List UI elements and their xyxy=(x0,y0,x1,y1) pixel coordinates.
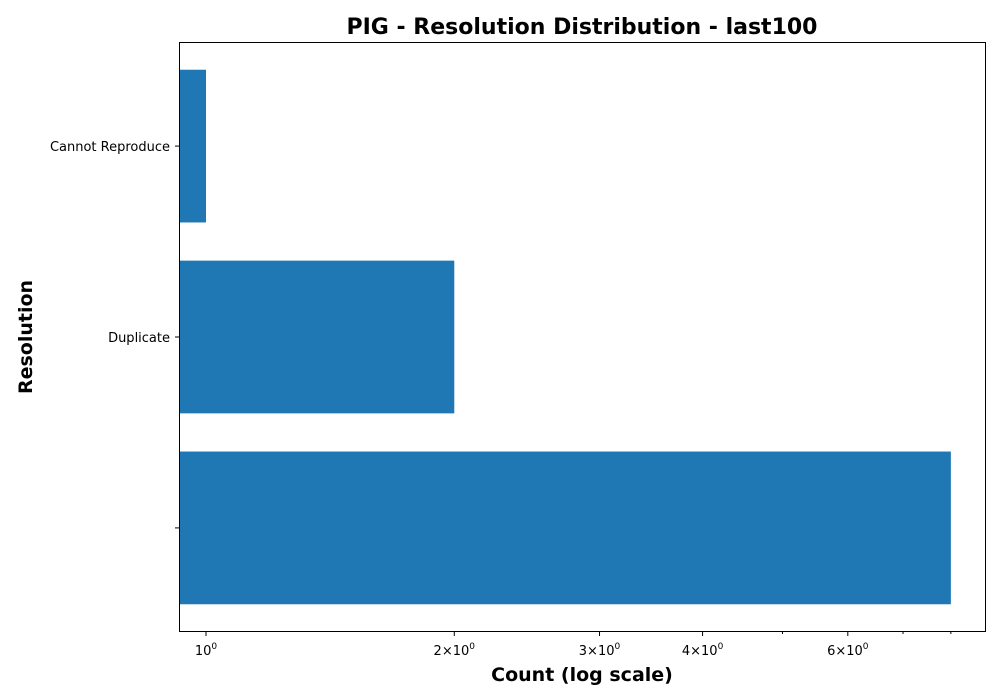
bar xyxy=(180,69,206,223)
y-tick-label: Cannot Reproduce xyxy=(50,140,170,155)
y-axis-label: Resolution xyxy=(15,280,37,394)
x-tick-label: 6×100 xyxy=(827,642,869,659)
y-tick-label: Duplicate xyxy=(108,331,170,346)
chart-title: PIG - Resolution Distribution - last100 xyxy=(346,15,817,40)
x-tick-label: 100 xyxy=(195,642,218,659)
x-axis-label: Count (log scale) xyxy=(491,664,673,686)
x-tick-label: 4×100 xyxy=(682,642,724,659)
bar xyxy=(180,451,951,605)
x-tick-label: 3×100 xyxy=(579,642,621,659)
x-tick-label: 2×100 xyxy=(434,642,476,659)
x-axis-ticks: 100 2×100 3×100 4×100 6×100 xyxy=(195,631,952,659)
bars-group xyxy=(180,69,951,605)
y-axis-ticks: Cannot Reproduce Duplicate xyxy=(50,140,180,529)
bar xyxy=(180,260,455,414)
